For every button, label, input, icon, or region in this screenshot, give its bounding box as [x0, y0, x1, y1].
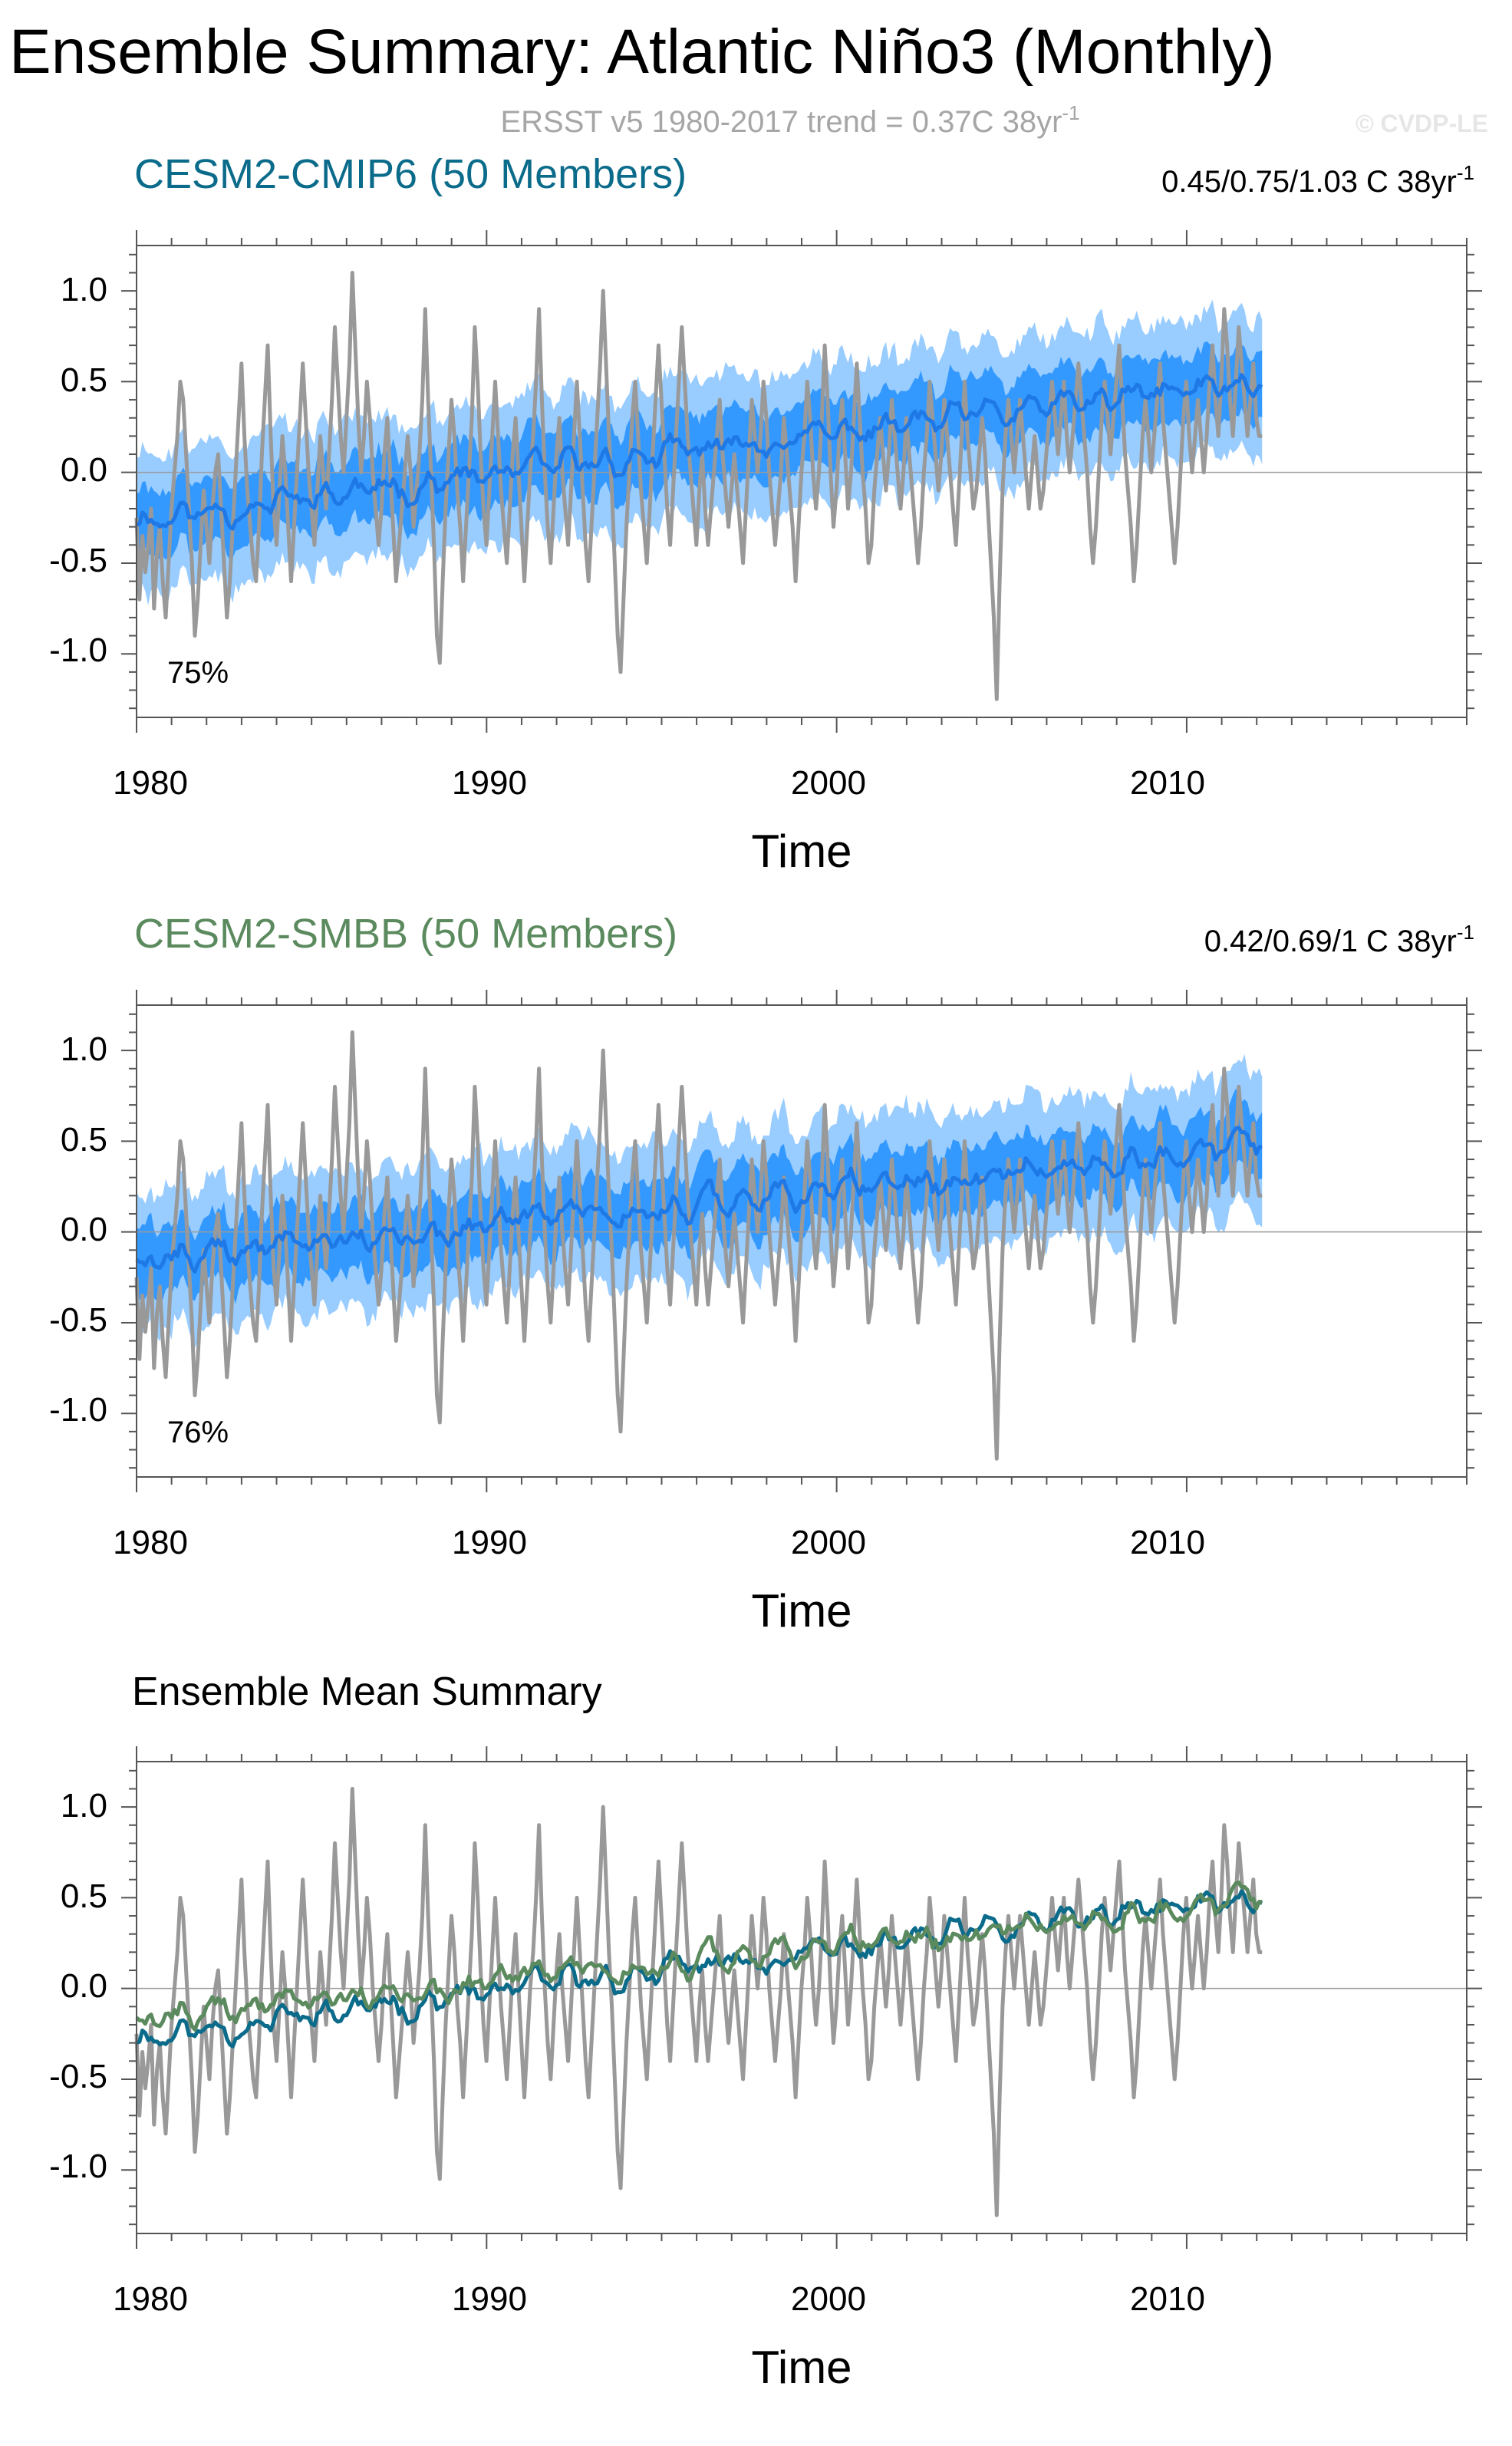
y-tick-label: 0.0: [61, 1967, 107, 2005]
plot-area: 1980 1990 2000 2010 1.0 0.5 0.0 -0.5 -1.…: [49, 1746, 1482, 2393]
x-tick-label: 2000: [791, 2280, 866, 2318]
panel-trend-label: 0.45/0.75/1.03 C 38yr-1: [1161, 161, 1474, 199]
x-tick-label: 1990: [452, 1524, 527, 1561]
y-tick-label: 0.0: [61, 451, 107, 489]
panel-trend-label: 0.42/0.69/1 C 38yr-1: [1204, 921, 1474, 958]
panel-trend-exponent: -1: [1457, 921, 1474, 944]
x-tick-label: 1980: [113, 764, 188, 802]
figure-subtitle-text: ERSST v5 1980-2017 trend = 0.37C 38yr: [500, 105, 1062, 139]
y-tick-label: 0.5: [61, 1121, 107, 1159]
panel-trend-exponent: -1: [1457, 161, 1474, 184]
x-tick-label: 2010: [1130, 1524, 1205, 1561]
x-axis-label: Time: [751, 2342, 852, 2393]
percent-label: 76%: [167, 1416, 229, 1449]
y-tick-label: 0.5: [61, 361, 107, 399]
panel-trend-text: 0.42/0.69/1 C 38yr: [1204, 925, 1457, 958]
x-axis-label: Time: [751, 1585, 852, 1637]
panel-trend-text: 0.45/0.75/1.03 C 38yr: [1161, 165, 1457, 199]
panel-smbb: CESM2-SMBB (50 Members) 0.42/0.69/1 C 38…: [49, 911, 1482, 1637]
panel-cmip6: CESM2-CMIP6 (50 Members) 0.45/0.75/1.03 …: [49, 151, 1482, 877]
plot-data: [134, 1030, 1467, 1461]
plot-data: [134, 271, 1467, 701]
x-tick-label: 1990: [452, 2280, 527, 2318]
x-tick-label: 1980: [113, 2280, 188, 2318]
y-tick-label: -1.0: [49, 631, 107, 669]
watermark: © CVDP-LE: [1356, 110, 1488, 137]
y-axis: 1.0 0.5 0.0 -0.5 -1.0: [49, 271, 107, 669]
y-axis: 1.0 0.5 0.0 -0.5 -1.0: [49, 1030, 107, 1429]
y-tick-label: -1.0: [49, 1391, 107, 1429]
y-tick-label: 1.0: [61, 1030, 107, 1068]
ensemble-mean-line: [136, 373, 1263, 531]
x-axis-label: Time: [751, 826, 852, 877]
x-tick-label: 1990: [452, 764, 527, 802]
y-tick-label: -0.5: [49, 2058, 107, 2095]
figure-title: Ensemble Summary: Atlantic Niño3 (Monthl…: [9, 17, 1275, 87]
observed-series-line: [134, 1030, 1263, 1461]
y-tick-label: 1.0: [61, 1787, 107, 1825]
panel-title: CESM2-SMBB (50 Members): [134, 911, 677, 957]
smbb-mean-line: [135, 1881, 1263, 2032]
panel-ensemble-mean: Ensemble Mean Summary 1980 1990 2000 201…: [49, 1670, 1482, 2393]
panel-title: CESM2-CMIP6 (50 Members): [134, 151, 687, 197]
y-axis: 1.0 0.5 0.0 -0.5 -1.0: [49, 1787, 107, 2185]
x-tick-label: 2000: [791, 1524, 866, 1561]
x-tick-label: 1980: [113, 1524, 188, 1561]
axis-ticks: [121, 1746, 1482, 2249]
x-tick-label: 2000: [791, 764, 866, 802]
plot-area: 76% 1980 1990 2000 2010 1.0 0.5 0.0 -0.5…: [49, 990, 1482, 1637]
figure-subtitle: ERSST v5 1980-2017 trend = 0.37C 38yr-1: [500, 101, 1079, 139]
axis-ticks: [121, 990, 1482, 1492]
x-axis: 1980 1990 2000 2010: [113, 1524, 1205, 1561]
plot-data: [134, 1787, 1467, 2217]
x-tick-label: 2010: [1130, 764, 1205, 802]
x-axis: 1980 1990 2000 2010: [113, 2280, 1205, 2318]
y-tick-label: -0.5: [49, 1301, 107, 1339]
plot-area: 75% 1980 1990 2000 2010 1.0 0.5 0.0 -0.5…: [49, 230, 1482, 877]
y-tick-label: 0.0: [61, 1211, 107, 1248]
panel-title: Ensemble Mean Summary: [132, 1670, 602, 1714]
y-tick-label: -0.5: [49, 542, 107, 579]
y-tick-label: -1.0: [49, 2148, 107, 2185]
x-tick-label: 2010: [1130, 2280, 1205, 2318]
x-axis: 1980 1990 2000 2010: [113, 764, 1205, 802]
axis-ticks: [121, 230, 1482, 733]
y-tick-label: 0.5: [61, 1877, 107, 1915]
y-tick-label: 1.0: [61, 271, 107, 308]
ensemble-mean-line: [135, 1126, 1263, 1274]
percent-label: 75%: [167, 656, 229, 690]
figure-subtitle-exponent: -1: [1062, 101, 1079, 124]
